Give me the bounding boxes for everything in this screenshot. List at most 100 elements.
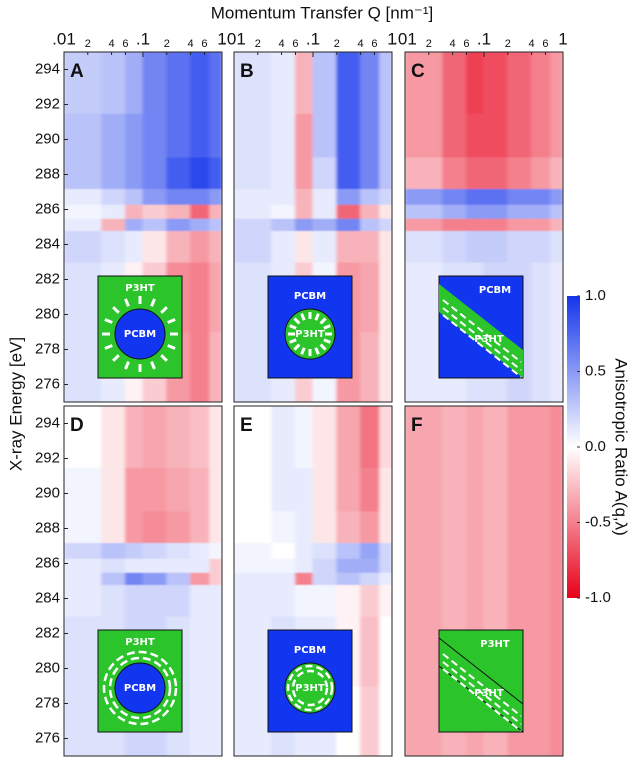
heat-cell — [507, 557, 533, 573]
heat-cell — [294, 188, 314, 205]
heat-cell — [550, 217, 563, 231]
heat-cell — [234, 112, 273, 158]
heat-cell — [101, 466, 126, 512]
heat-cell — [101, 188, 126, 205]
heat-cell — [312, 230, 338, 263]
inset: P3HT PCBM — [97, 629, 183, 733]
inset-dash — [442, 661, 522, 725]
heat-cell — [234, 466, 273, 512]
heat-cell — [507, 230, 533, 263]
heat-cell — [190, 203, 211, 219]
heat-cell — [312, 112, 338, 158]
heat-cell — [405, 52, 444, 114]
heat-cell — [405, 331, 444, 402]
x-tick-label: .1 — [477, 29, 491, 48]
heat-cell — [142, 230, 168, 263]
y-tick-label: 280 — [35, 659, 60, 676]
heat-cell — [294, 112, 314, 158]
heat-cell — [465, 406, 485, 468]
heat-cell — [507, 52, 533, 114]
heat-cell — [101, 156, 126, 189]
panel-frame — [63, 405, 223, 757]
inset-dash — [112, 306, 120, 314]
heat-cell — [379, 510, 392, 543]
heat-cell — [550, 188, 563, 205]
heat-cell — [360, 584, 381, 617]
heat-cell — [64, 331, 103, 402]
x-tick-label: .1 — [136, 29, 150, 48]
heat-cell — [190, 542, 211, 559]
heat-cell — [64, 230, 103, 263]
heat-cell — [483, 52, 509, 114]
heat-cell — [442, 203, 467, 219]
y-tick-label: 286 — [35, 554, 60, 571]
heat-cell — [312, 584, 338, 617]
heat-cell — [209, 571, 222, 585]
heat-cell — [550, 331, 563, 402]
heat-cell — [142, 584, 168, 617]
heat-cell — [483, 112, 509, 158]
heat-cell — [294, 466, 314, 512]
heat-cell — [166, 230, 192, 263]
heat-cell — [405, 406, 444, 468]
heat-cell — [234, 203, 273, 219]
x-tick-label: .1 — [306, 29, 320, 48]
heat-cell — [442, 188, 467, 205]
heat-cell — [442, 466, 467, 512]
inset-dash — [442, 653, 522, 717]
heat-cell — [64, 156, 103, 189]
heat-cell — [124, 510, 144, 543]
heat-cell — [405, 188, 444, 205]
heat-cell — [124, 203, 144, 219]
heat-cell — [190, 112, 211, 158]
heat-cell — [166, 510, 192, 543]
inset-dash — [293, 317, 301, 325]
heat-cell — [550, 542, 563, 559]
heat-cell — [271, 557, 296, 573]
inset-ring — [291, 669, 329, 707]
heat-cell — [64, 571, 103, 585]
x-tick-label: 6 — [292, 38, 298, 50]
heat-cell — [360, 466, 381, 512]
heat-cell — [234, 188, 273, 205]
colorbar-tick-label: -0.5 — [585, 513, 611, 530]
heat-cell — [190, 217, 211, 231]
inset-ring — [286, 664, 334, 712]
heat-cell — [507, 156, 533, 189]
heat-cell — [531, 542, 552, 559]
y-tick-label: 280 — [35, 305, 60, 322]
heat-cell — [405, 466, 444, 512]
heat-cell — [360, 571, 381, 585]
x-tick-label: 6 — [201, 38, 207, 50]
heat-cell — [294, 203, 314, 219]
heat-cell — [531, 52, 552, 114]
heat-cell — [294, 557, 314, 573]
heat-cell — [142, 156, 168, 189]
heat-cell — [550, 112, 563, 158]
heat-cell — [294, 230, 314, 263]
heat-cell — [271, 203, 296, 219]
heat-cell — [166, 406, 192, 468]
panel-label: C — [411, 61, 425, 82]
heat-cell — [336, 510, 362, 543]
heat-cell — [336, 203, 362, 219]
heat-cell — [507, 203, 533, 219]
heat-cell — [142, 112, 168, 158]
heat-cell — [190, 188, 211, 205]
heat-cell — [442, 406, 467, 468]
heat-cell — [465, 203, 485, 219]
heat-cell — [142, 203, 168, 219]
inset: P3HT PCBM — [97, 275, 183, 379]
inset: PCBM P3HT — [267, 629, 353, 733]
heat-cell — [379, 331, 392, 402]
heat-cell — [405, 685, 444, 756]
heat-cell — [166, 584, 192, 617]
heat-cell — [531, 406, 552, 468]
heat-cell — [465, 557, 485, 573]
heat-cell — [190, 331, 211, 402]
heat-cell — [64, 466, 103, 512]
heat-cell — [531, 615, 552, 687]
heat-cell — [360, 331, 381, 402]
heat-cell — [550, 685, 563, 756]
